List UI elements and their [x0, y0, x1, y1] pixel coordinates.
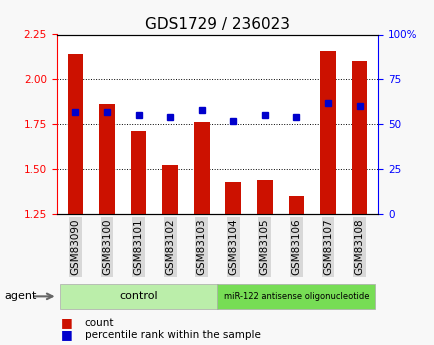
Text: miR-122 antisense oligonucleotide: miR-122 antisense oligonucleotide	[223, 292, 368, 301]
Text: control: control	[119, 292, 158, 301]
Bar	[130, 131, 146, 345]
Bar	[67, 54, 83, 345]
Bar	[194, 122, 209, 345]
Bar	[99, 105, 115, 345]
Bar	[225, 181, 240, 345]
Bar	[319, 51, 335, 345]
Text: agent: agent	[4, 292, 36, 301]
Bar	[288, 196, 304, 345]
Text: percentile rank within the sample: percentile rank within the sample	[85, 330, 260, 339]
Title: GDS1729 / 236023: GDS1729 / 236023	[145, 17, 289, 32]
Bar	[256, 180, 272, 345]
Text: ■: ■	[61, 316, 72, 329]
Bar	[162, 166, 178, 345]
Text: ■: ■	[61, 328, 72, 341]
Bar	[351, 61, 367, 345]
Text: count: count	[85, 318, 114, 327]
